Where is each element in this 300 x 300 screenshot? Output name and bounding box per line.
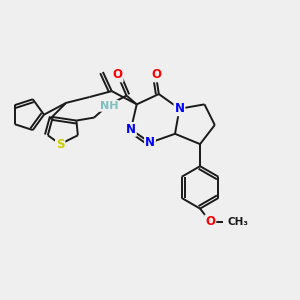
Text: O: O bbox=[206, 215, 215, 228]
Text: NH: NH bbox=[100, 101, 118, 111]
Text: N: N bbox=[126, 123, 136, 136]
Text: O: O bbox=[112, 68, 123, 81]
Text: O: O bbox=[151, 68, 161, 81]
Text: N: N bbox=[174, 102, 184, 115]
Text: S: S bbox=[56, 138, 64, 151]
Text: CH₃: CH₃ bbox=[227, 217, 248, 227]
Text: N: N bbox=[145, 136, 155, 149]
